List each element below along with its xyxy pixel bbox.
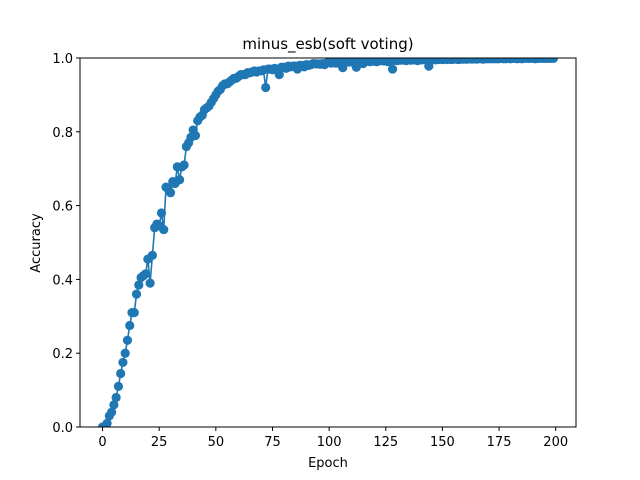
data-point xyxy=(107,407,117,417)
y-tick-label: 1.0 xyxy=(52,52,73,67)
data-point xyxy=(102,418,112,427)
data-point xyxy=(116,368,126,379)
x-tick-label: 125 xyxy=(373,435,398,450)
data-point xyxy=(387,64,398,74)
x-axis-label: Epoch xyxy=(308,456,348,471)
x-tick-label: 175 xyxy=(487,435,512,450)
data-point xyxy=(179,160,189,170)
data-point xyxy=(118,357,128,368)
data-point xyxy=(165,188,176,198)
y-tick-label: 0.6 xyxy=(52,200,73,215)
data-point xyxy=(147,250,157,261)
y-tick-label: 0.8 xyxy=(52,126,73,141)
x-tick-label: 150 xyxy=(430,435,455,450)
y-tick-label: 0.0 xyxy=(52,421,73,436)
chart-title: minus_esb(soft voting) xyxy=(242,35,413,54)
data-point xyxy=(129,308,139,318)
data-point xyxy=(131,289,142,299)
data-point xyxy=(174,175,185,185)
x-tick-label: 100 xyxy=(317,435,342,450)
series-group xyxy=(97,58,559,427)
axes-frame xyxy=(79,57,577,428)
data-point xyxy=(120,348,130,358)
y-tick-label: 0.2 xyxy=(52,347,73,362)
data-point xyxy=(122,335,133,345)
data-point xyxy=(113,381,124,392)
x-tick-label: 200 xyxy=(543,435,568,450)
y-axis-label: Accuracy xyxy=(29,213,44,273)
data-point xyxy=(125,320,135,331)
data-point xyxy=(111,392,121,403)
x-tick-label: 25 xyxy=(151,435,168,450)
data-point xyxy=(159,224,169,235)
x-tick-label: 0 xyxy=(98,435,106,450)
data-point xyxy=(134,280,144,290)
data-point xyxy=(141,269,151,279)
data-point xyxy=(156,208,167,218)
plot-area xyxy=(97,58,559,427)
data-point xyxy=(109,400,119,410)
x-tick-label: 75 xyxy=(264,435,281,450)
data-point xyxy=(274,70,284,80)
x-tick-label: 50 xyxy=(208,435,225,450)
data-point xyxy=(190,130,201,141)
data-point xyxy=(145,278,155,288)
data-point xyxy=(548,58,559,63)
axes: 0 25 50 75 100 125 150 175 200 0.0 0.2 0.4 0.6 0.8 1.0 xyxy=(52,52,577,450)
data-point xyxy=(261,82,271,93)
y-tick-label: 0.4 xyxy=(52,273,73,288)
